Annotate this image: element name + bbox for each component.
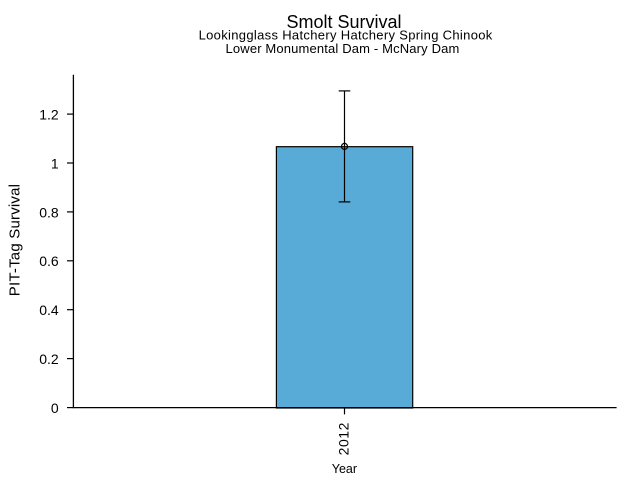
svg-text:0.4: 0.4	[39, 302, 59, 318]
svg-text:0: 0	[51, 400, 59, 416]
svg-text:0.8: 0.8	[39, 204, 59, 220]
svg-text:Lookingglass Hatchery Hatchery: Lookingglass Hatchery Hatchery Spring Ch…	[199, 28, 493, 43]
svg-text:Lower Monumental Dam - McNary: Lower Monumental Dam - McNary Dam	[226, 41, 460, 56]
svg-text:1.2: 1.2	[39, 107, 59, 123]
svg-text:0.2: 0.2	[39, 351, 59, 367]
svg-text:2012: 2012	[335, 422, 351, 455]
svg-text:1: 1	[51, 155, 59, 171]
svg-text:Smolt Survival: Smolt Survival	[286, 12, 401, 32]
svg-text:PIT-Tag Survival: PIT-Tag Survival	[7, 184, 24, 296]
svg-text:Year: Year	[332, 462, 357, 476]
svg-text:0.6: 0.6	[39, 253, 59, 269]
